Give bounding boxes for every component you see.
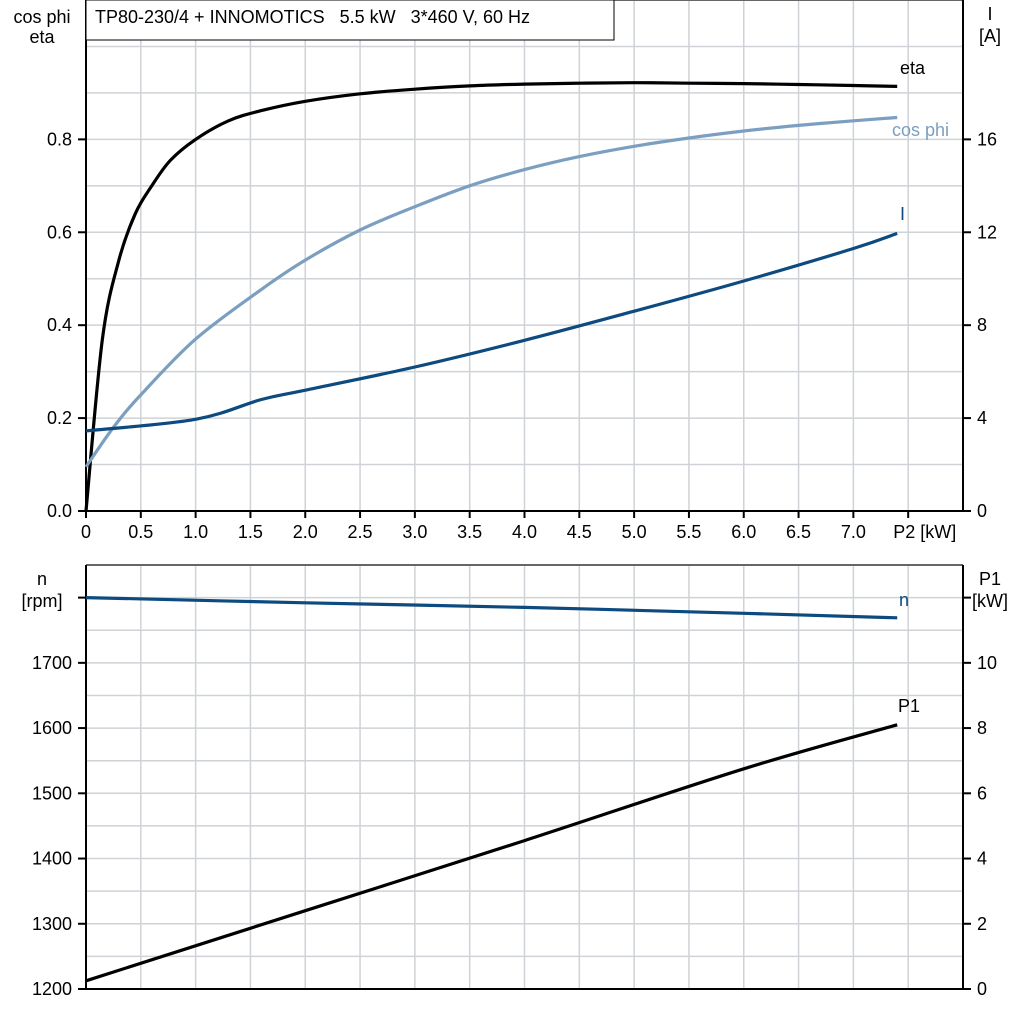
series-line-i [85,231,898,433]
right-axis-tick-label: 0 [977,501,987,521]
left-axis-tick-label: 1400 [32,849,72,869]
x-axis-tick-label: 3.0 [402,522,427,542]
right-axis-title-unit: [kW] [972,591,1008,611]
left-axis-title-unit: [rpm] [21,591,62,611]
left-axis-tick-label: 1300 [32,914,72,934]
x-axis-tick-label: 2.0 [293,522,318,542]
x-axis-tick-label: 4.5 [567,522,592,542]
left-axis-tick-label: 0.4 [47,315,72,335]
left-axis-tick-label: 1600 [32,718,72,738]
x-axis-tick-label: 7.0 [841,522,866,542]
x-axis-tick-label: 2.5 [348,522,373,542]
x-axis-tick-label: 5.0 [622,522,647,542]
series-label-eta: eta [900,58,926,78]
right-axis-tick-label: 8 [977,315,987,335]
left-axis-tick-label: 0.2 [47,408,72,428]
title-box: TP80-230/4 + INNOMOTICS 5.5 kW 3*460 V, … [85,0,615,41]
left-axis-tick-label: 0.8 [47,129,72,149]
right-axis-tick-label: 8 [977,718,987,738]
series-line-n [85,596,898,620]
series-line-cos-phi [84,115,898,468]
left-axis-tick-label: 1200 [32,979,72,999]
x-axis-tick-label: 1.5 [238,522,263,542]
right-axis-tick-label: 16 [977,129,997,149]
right-axis-tick-label: 12 [977,222,997,242]
bottom-chart: 1200130014001500160017000246810n[rpm]P1[… [21,564,1008,999]
right-axis-title-unit: [A] [979,26,1001,46]
x-axis-tick-label: 0.5 [128,522,153,542]
series-label-i: I [900,204,905,224]
x-axis-tick-label: 3.5 [457,522,482,542]
series-label-p1: P1 [898,696,920,716]
right-axis-tick-label: 6 [977,783,987,803]
right-axis-tick-label: 0 [977,979,987,999]
right-axis-tick-label: 4 [977,849,987,869]
series-line-eta [84,81,898,512]
x-axis-tick-label: 6.5 [786,522,811,542]
x-axis-tick-label: 0 [81,522,91,542]
left-axis-title: n [37,569,47,589]
right-axis-title: I [987,4,992,24]
left-axis-tick-label: 0.6 [47,222,72,242]
x-axis-tick-label: 4.0 [512,522,537,542]
left-axis-title: cos phi [13,7,70,27]
series-line-p1 [85,723,898,983]
series-label-n: n [899,590,909,610]
right-axis-title: P1 [979,569,1001,589]
left-axis-tick-label: 0.0 [47,501,72,521]
right-axis-tick-label: 10 [977,653,997,673]
x-axis-tick-label: 5.5 [676,522,701,542]
left-axis-tick-label: 1700 [32,653,72,673]
chart-title: TP80-230/4 + INNOMOTICS 5.5 kW 3*460 V, … [95,7,530,27]
x-axis-title: P2 [kW] [893,522,956,542]
left-axis-tick-label: 1500 [32,783,72,803]
series-label-cos-phi: cos phi [892,120,949,140]
right-axis-tick-label: 4 [977,408,987,428]
x-axis-tick-label: 1.0 [183,522,208,542]
x-axis-tick-label: 6.0 [731,522,756,542]
right-axis-tick-label: 2 [977,914,987,934]
left-axis-title-unit: eta [29,27,55,47]
